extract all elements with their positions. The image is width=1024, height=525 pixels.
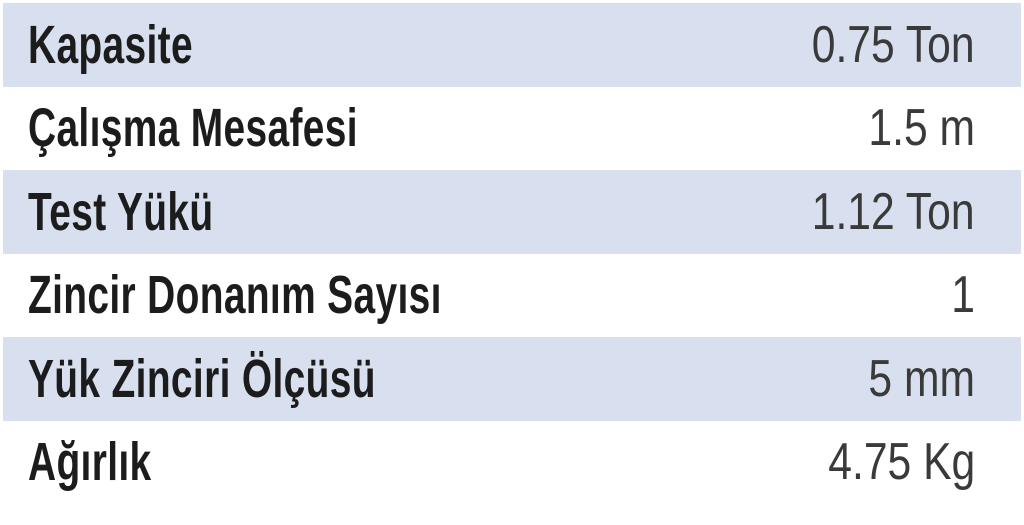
- spec-label: Test Yükü: [28, 181, 214, 242]
- spec-row-working-distance: Çalışma Mesafesi 1.5 m: [3, 87, 1021, 171]
- spec-label: Çalışma Mesafesi: [28, 98, 358, 159]
- spec-value: 4.75 Kg: [828, 433, 975, 492]
- spec-row-weight: Ağırlık 4.75 Kg: [3, 421, 1021, 505]
- spec-value: 1.5 m: [868, 99, 975, 158]
- spec-row-capacity: Kapasite 0.75 Ton: [3, 3, 1021, 87]
- spec-table: Kapasite 0.75 Ton Çalışma Mesafesi 1.5 m…: [3, 3, 1021, 504]
- spec-value: 1: [951, 266, 975, 325]
- spec-label: Zincir Donanım Sayısı: [28, 265, 442, 326]
- spec-row-chain-size: Yük Zinciri Ölçüsü 5 mm: [3, 337, 1021, 421]
- spec-value: 5 mm: [868, 349, 975, 408]
- spec-label: Kapasite: [28, 14, 193, 75]
- spec-row-chain-falls: Zincir Donanım Sayısı 1: [3, 254, 1021, 338]
- spec-label: Ağırlık: [28, 432, 152, 493]
- spec-row-test-load: Test Yükü 1.12 Ton: [3, 170, 1021, 254]
- spec-value: 1.12 Ton: [812, 182, 975, 241]
- spec-label: Yük Zinciri Ölçüsü: [28, 348, 376, 409]
- spec-value: 0.75 Ton: [812, 15, 975, 74]
